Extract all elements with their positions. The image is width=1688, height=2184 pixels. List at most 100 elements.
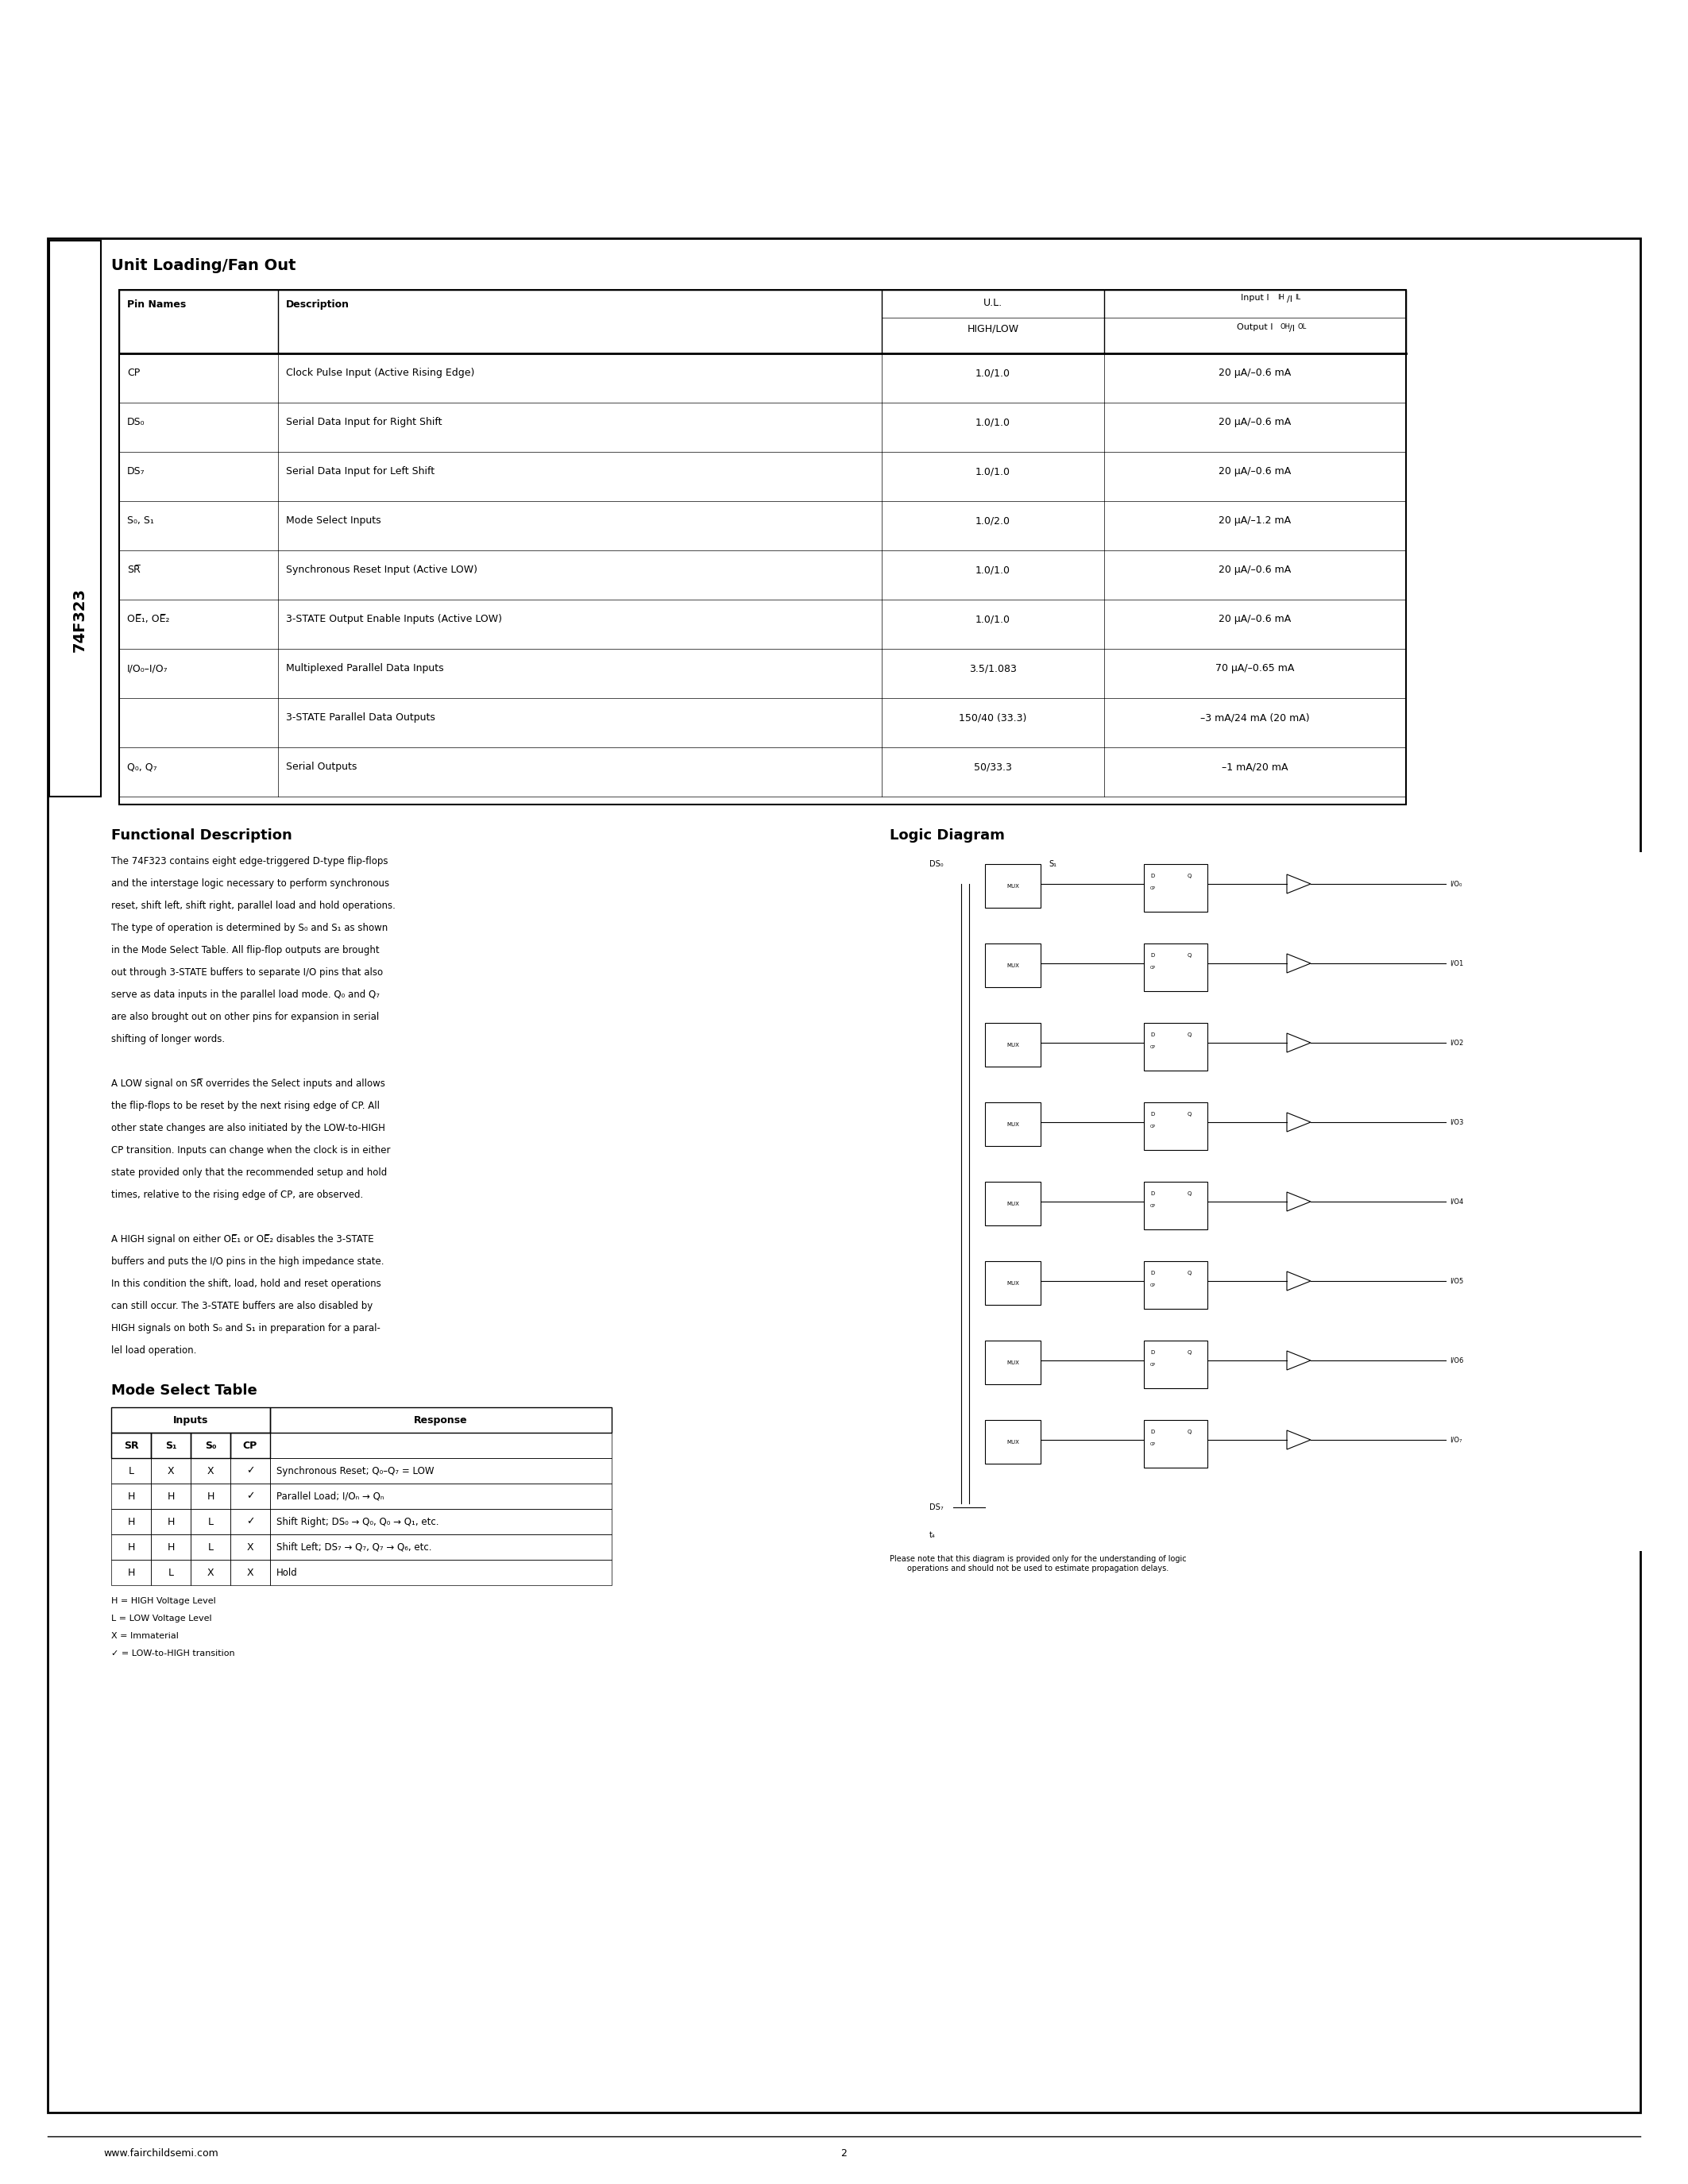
- Text: HIGH/LOW: HIGH/LOW: [967, 323, 1020, 334]
- Text: CP transition. Inputs can change when the clock is in either: CP transition. Inputs can change when th…: [111, 1144, 390, 1155]
- Text: other state changes are also initiated by the LOW-to-HIGH: other state changes are also initiated b…: [111, 1123, 385, 1133]
- Text: A LOW signal on SR̅ overrides the Select inputs and allows: A LOW signal on SR̅ overrides the Select…: [111, 1079, 385, 1090]
- Text: MUX: MUX: [1006, 1439, 1020, 1444]
- Text: MUX: MUX: [1006, 963, 1020, 968]
- Bar: [230, 1483, 270, 1509]
- Text: –3 mA/24 mA (20 mA): –3 mA/24 mA (20 mA): [1200, 712, 1310, 723]
- Text: X = Immaterial: X = Immaterial: [111, 1631, 179, 1640]
- Bar: [1144, 943, 1207, 992]
- Text: state provided only that the recommended setup and hold: state provided only that the recommended…: [111, 1168, 387, 1177]
- Text: I/O₇: I/O₇: [1450, 1437, 1462, 1444]
- Bar: [1144, 1420, 1207, 1468]
- Text: I/O₀–I/O₇: I/O₀–I/O₇: [127, 664, 169, 673]
- Bar: [191, 1535, 230, 1559]
- Text: D: D: [1150, 1033, 1155, 1037]
- Text: in the Mode Select Table. All flip-flop outputs are brought: in the Mode Select Table. All flip-flop …: [111, 946, 380, 954]
- Text: S₀, S₁: S₀, S₁: [127, 515, 154, 526]
- Bar: [191, 1433, 230, 1459]
- Text: MUX: MUX: [1006, 1201, 1020, 1206]
- Text: HIGH signals on both S₀ and S₁ in preparation for a paral-: HIGH signals on both S₀ and S₁ in prepar…: [111, 1324, 380, 1334]
- Text: 1.0/1.0: 1.0/1.0: [976, 465, 1011, 476]
- Text: H: H: [127, 1542, 135, 1553]
- Text: DS₀: DS₀: [930, 860, 944, 867]
- Text: CP: CP: [1150, 1125, 1156, 1129]
- Text: www.fairchildsemi.com: www.fairchildsemi.com: [103, 2149, 218, 2158]
- Text: I/O6: I/O6: [1450, 1356, 1463, 1365]
- Text: ✓: ✓: [246, 1465, 255, 1476]
- Bar: [986, 1341, 1040, 1385]
- Text: Hold: Hold: [277, 1568, 297, 1577]
- Text: ✓ = LOW-to-HIGH transition: ✓ = LOW-to-HIGH transition: [111, 1649, 235, 1658]
- Text: serve as data inputs in the parallel load mode. Q₀ and Q₇: serve as data inputs in the parallel loa…: [111, 989, 380, 1000]
- Text: D: D: [1150, 1190, 1155, 1197]
- Text: Input I: Input I: [1241, 295, 1269, 301]
- Bar: [986, 1420, 1040, 1463]
- Bar: [111, 1433, 150, 1459]
- Bar: [49, 240, 101, 797]
- Text: Q: Q: [1187, 952, 1192, 959]
- Bar: [111, 1509, 150, 1535]
- Bar: [270, 1459, 611, 1483]
- Text: 3.5/1.083: 3.5/1.083: [969, 664, 1016, 673]
- Text: D: D: [1150, 1350, 1155, 1354]
- Bar: [111, 1459, 150, 1483]
- Bar: [270, 1406, 611, 1433]
- Text: 20 μA/–0.6 mA: 20 μA/–0.6 mA: [1219, 566, 1291, 574]
- Text: U.L.: U.L.: [984, 297, 1003, 308]
- Text: Serial Data Input for Left Shift: Serial Data Input for Left Shift: [285, 465, 434, 476]
- Text: 20 μA/–0.6 mA: 20 μA/–0.6 mA: [1219, 367, 1291, 378]
- Text: L: L: [208, 1542, 213, 1553]
- Bar: [986, 1103, 1040, 1147]
- Text: Parallel Load; I/Oₙ → Qₙ: Parallel Load; I/Oₙ → Qₙ: [277, 1492, 385, 1500]
- Text: 20 μA/–0.6 mA: 20 μA/–0.6 mA: [1219, 417, 1291, 428]
- Text: OL: OL: [1296, 323, 1307, 330]
- Bar: [191, 1559, 230, 1586]
- Text: H: H: [127, 1516, 135, 1527]
- Text: 20 μA/–0.6 mA: 20 μA/–0.6 mA: [1219, 614, 1291, 625]
- Text: CP: CP: [1150, 1044, 1156, 1048]
- Text: are also brought out on other pins for expansion in serial: are also brought out on other pins for e…: [111, 1011, 380, 1022]
- Text: and the interstage logic necessary to perform synchronous: and the interstage logic necessary to pe…: [111, 878, 390, 889]
- Text: MUX: MUX: [1006, 1282, 1020, 1286]
- Text: Functional Description: Functional Description: [111, 828, 292, 843]
- Text: OH: OH: [1280, 323, 1290, 330]
- Text: Q: Q: [1187, 1033, 1192, 1037]
- Text: 74F323: 74F323: [73, 587, 88, 651]
- Text: Q: Q: [1187, 1190, 1192, 1197]
- Bar: [986, 865, 1040, 909]
- Bar: [1144, 1260, 1207, 1308]
- Bar: [111, 1559, 150, 1586]
- Bar: [230, 1459, 270, 1483]
- Text: –1 mA/20 mA: –1 mA/20 mA: [1222, 762, 1288, 771]
- Text: ✓: ✓: [246, 1492, 255, 1500]
- Text: IL: IL: [1295, 295, 1300, 301]
- Text: H: H: [167, 1516, 174, 1527]
- Text: Q₀, Q₇: Q₀, Q₇: [127, 762, 157, 771]
- Text: D: D: [1150, 874, 1155, 878]
- Text: Synchronous Reset; Q₀–Q₇ = LOW: Synchronous Reset; Q₀–Q₇ = LOW: [277, 1465, 434, 1476]
- Text: H: H: [127, 1492, 135, 1500]
- Bar: [986, 943, 1040, 987]
- Text: D: D: [1150, 1271, 1155, 1275]
- Text: L: L: [169, 1568, 174, 1577]
- Bar: [230, 1559, 270, 1586]
- Text: 150/40 (33.3): 150/40 (33.3): [959, 712, 1026, 723]
- Text: Unit Loading/Fan Out: Unit Loading/Fan Out: [111, 258, 295, 273]
- Text: Logic Diagram: Logic Diagram: [890, 828, 1004, 843]
- Text: I/O4: I/O4: [1450, 1199, 1463, 1206]
- Text: Clock Pulse Input (Active Rising Edge): Clock Pulse Input (Active Rising Edge): [285, 367, 474, 378]
- Bar: [986, 1182, 1040, 1225]
- Bar: [1144, 1182, 1207, 1230]
- Text: X: X: [246, 1542, 253, 1553]
- Text: 70 μA/–0.65 mA: 70 μA/–0.65 mA: [1215, 664, 1295, 673]
- Text: L: L: [208, 1516, 213, 1527]
- Text: Response: Response: [414, 1415, 468, 1426]
- Bar: [150, 1559, 191, 1586]
- Text: 20 μA/–1.2 mA: 20 μA/–1.2 mA: [1219, 515, 1291, 526]
- Text: CP: CP: [243, 1439, 258, 1450]
- Bar: [191, 1483, 230, 1509]
- Text: /I: /I: [1286, 295, 1293, 304]
- Bar: [1144, 865, 1207, 911]
- Text: Mode Select Table: Mode Select Table: [111, 1382, 257, 1398]
- Text: DS₀: DS₀: [127, 417, 145, 428]
